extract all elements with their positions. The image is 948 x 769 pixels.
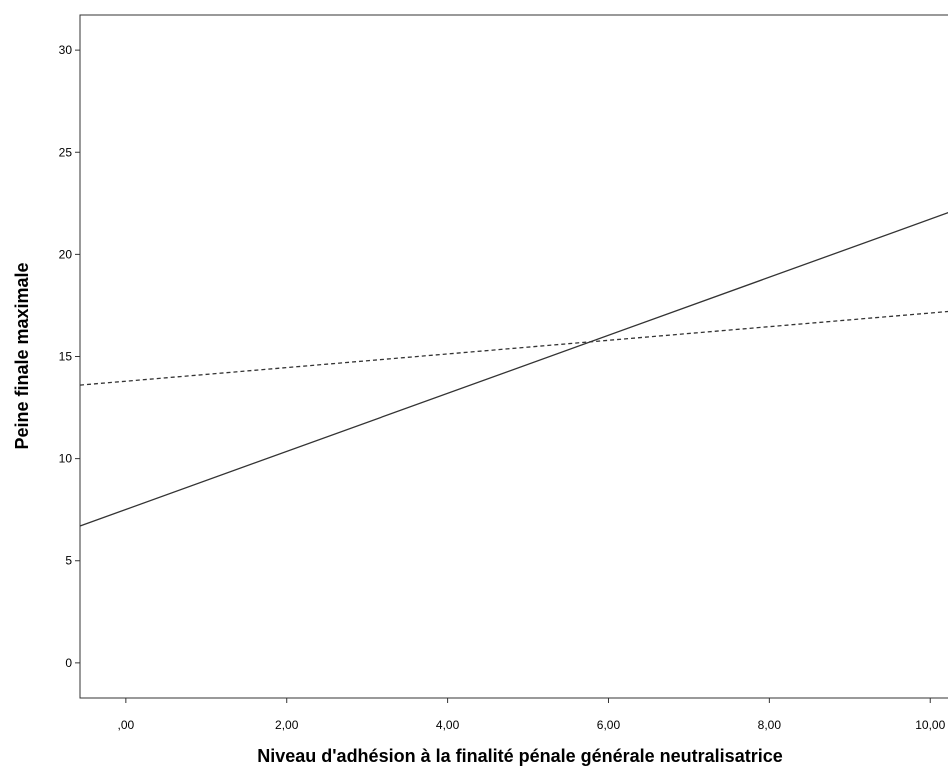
y-axis: 0 5 10 15 20 25 30 (59, 43, 80, 670)
y-tick-label: 10 (59, 452, 73, 466)
series-layer (79, 212, 948, 527)
y-axis-title: Peine finale maximale (12, 262, 32, 449)
y-tick-label: 5 (65, 554, 72, 568)
x-tick-label: 2,00 (275, 718, 299, 732)
dashed-regression-line (79, 310, 948, 386)
plot-frame (79, 14, 948, 699)
x-tick-label: ,00 (118, 718, 135, 732)
y-tick-label: 0 (65, 656, 72, 670)
x-tick-label: 4,00 (436, 718, 460, 732)
y-tick-label: 15 (59, 350, 73, 364)
y-tick-label: 30 (59, 43, 73, 57)
x-tick-label: 6,00 (597, 718, 621, 732)
y-tick-label: 20 (59, 247, 73, 261)
solid-regression-line (79, 212, 948, 527)
x-axis-title: Niveau d'adhésion à la finalité pénale g… (257, 746, 782, 766)
y-tick-label: 25 (59, 145, 73, 159)
x-axis: ,00 2,00 4,00 6,00 8,00 10,00 (118, 698, 946, 732)
x-tick-label: 8,00 (758, 718, 782, 732)
x-tick-label: 10,00 (915, 718, 945, 732)
